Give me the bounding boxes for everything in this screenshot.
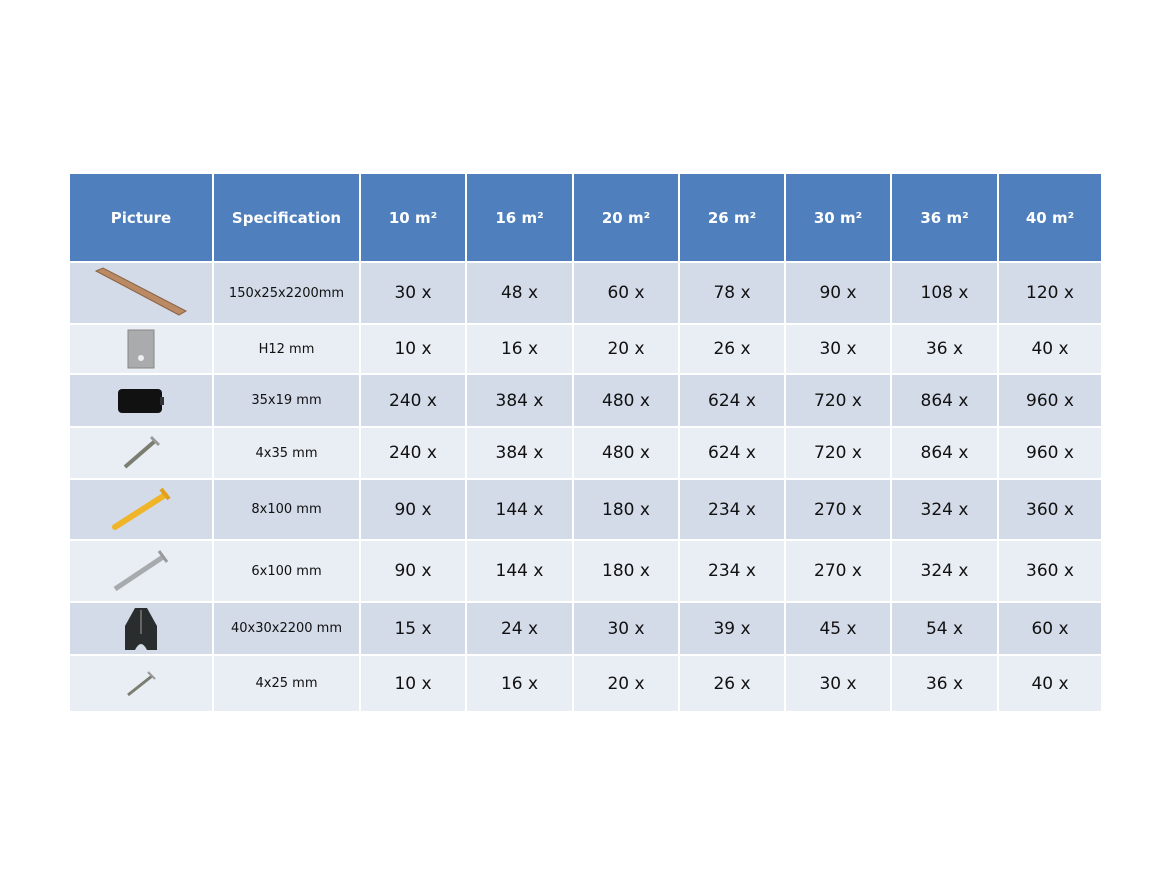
quantity-cell: 360 x <box>999 480 1101 539</box>
column-header: 16 m² <box>467 174 572 261</box>
column-header: 26 m² <box>680 174 784 261</box>
quantity-cell: 240 x <box>361 375 465 426</box>
quantity-cell: 624 x <box>680 428 784 478</box>
column-header: 36 m² <box>892 174 997 261</box>
quantity-cell: 144 x <box>467 480 572 539</box>
specification-cell: 35x19 mm <box>214 375 359 426</box>
quantity-cell: 624 x <box>680 375 784 426</box>
quantity-cell: 15 x <box>361 603 465 654</box>
quantity-cell: 10 x <box>361 656 465 711</box>
column-header: Picture <box>70 174 212 261</box>
quantity-cell: 108 x <box>892 263 997 323</box>
quantity-cell: 234 x <box>680 541 784 601</box>
quantity-cell: 234 x <box>680 480 784 539</box>
quantity-cell: 16 x <box>467 325 572 373</box>
specification-cell: H12 mm <box>214 325 359 373</box>
table-row: 4x35 mm 240 x 384 x 480 x 624 x 720 x 864 x 960… <box>70 428 1101 478</box>
quantity-cell: 24 x <box>467 603 572 654</box>
small-screw-icon <box>70 656 212 711</box>
quantity-cell: 384 x <box>467 428 572 478</box>
quantity-cell: 20 x <box>574 325 678 373</box>
quantity-cell: 60 x <box>574 263 678 323</box>
quantity-cell: 30 x <box>786 656 890 711</box>
quantity-cell: 90 x <box>361 480 465 539</box>
quantity-cell: 36 x <box>892 656 997 711</box>
quantity-cell: 40 x <box>999 656 1101 711</box>
quantity-cell: 960 x <box>999 375 1101 426</box>
quantity-cell: 120 x <box>999 263 1101 323</box>
column-header: 30 m² <box>786 174 890 261</box>
specification-cell: 150x25x2200mm <box>214 263 359 323</box>
quantity-cell: 10 x <box>361 325 465 373</box>
header-row: Picture Specification 10 m² 16 m² 20 m² 26 m²… <box>70 174 1101 261</box>
column-header: 10 m² <box>361 174 465 261</box>
quantity-cell: 240 x <box>361 428 465 478</box>
quantity-cell: 40 x <box>999 325 1101 373</box>
quantity-cell: 480 x <box>574 428 678 478</box>
wall-plug-icon <box>70 480 212 539</box>
quantity-cell: 30 x <box>786 325 890 373</box>
quantity-cell: 270 x <box>786 541 890 601</box>
table-row: 35x19 mm 240 x 384 x 480 x 624 x 720 x 864 x 96… <box>70 375 1101 426</box>
quantity-cell: 180 x <box>574 480 678 539</box>
quantity-cell: 90 x <box>361 541 465 601</box>
quantity-cell: 384 x <box>467 375 572 426</box>
column-header: 40 m² <box>999 174 1101 261</box>
specification-cell: 40x30x2200 mm <box>214 603 359 654</box>
quantity-cell: 180 x <box>574 541 678 601</box>
quantity-cell: 720 x <box>786 375 890 426</box>
quantity-cell: 36 x <box>892 325 997 373</box>
quantity-cell: 39 x <box>680 603 784 654</box>
table-row: 6x100 mm 90 x 144 x 180 x 234 x 270 x 324 x 360… <box>70 541 1101 601</box>
quantity-cell: 78 x <box>680 263 784 323</box>
quantity-cell: 26 x <box>680 325 784 373</box>
materials-table: Picture Specification 10 m² 16 m² 20 m² 26 m²… <box>68 172 1103 713</box>
quantity-cell: 864 x <box>892 428 997 478</box>
quantity-cell: 324 x <box>892 541 997 601</box>
table-row: 4x25 mm 10 x 16 x 20 x 26 x 30 x 36 x 40 x <box>70 656 1101 711</box>
quantity-cell: 960 x <box>999 428 1101 478</box>
quantity-cell: 45 x <box>786 603 890 654</box>
specification-cell: 4x35 mm <box>214 428 359 478</box>
column-header: Specification <box>214 174 359 261</box>
table-row: H12 mm 10 x 16 x 20 x 26 x 30 x 36 x 40 x <box>70 325 1101 373</box>
quantity-cell: 324 x <box>892 480 997 539</box>
quantity-cell: 30 x <box>361 263 465 323</box>
quantity-cell: 54 x <box>892 603 997 654</box>
specification-cell: 4x25 mm <box>214 656 359 711</box>
specification-cell: 8x100 mm <box>214 480 359 539</box>
quantity-cell: 144 x <box>467 541 572 601</box>
plastic-clip-icon <box>70 375 212 426</box>
quantity-cell: 864 x <box>892 375 997 426</box>
quantity-cell: 16 x <box>467 656 572 711</box>
table-row: 150x25x2200mm 30 x 48 x 60 x 78 x 90 x 108 x 12… <box>70 263 1101 323</box>
decking-board-icon <box>70 263 212 323</box>
quantity-cell: 270 x <box>786 480 890 539</box>
quantity-cell: 480 x <box>574 375 678 426</box>
quantity-cell: 360 x <box>999 541 1101 601</box>
specification-cell: 6x100 mm <box>214 541 359 601</box>
long-screw-icon <box>70 541 212 601</box>
quantity-cell: 48 x <box>467 263 572 323</box>
metal-clip-icon <box>70 325 212 373</box>
quantity-cell: 60 x <box>999 603 1101 654</box>
screw-icon <box>70 428 212 478</box>
joist-icon <box>70 603 212 654</box>
quantity-cell: 30 x <box>574 603 678 654</box>
quantity-cell: 720 x <box>786 428 890 478</box>
column-header: 20 m² <box>574 174 678 261</box>
quantity-cell: 20 x <box>574 656 678 711</box>
table-row: 8x100 mm 90 x 144 x 180 x 234 x 270 x 324 x 360… <box>70 480 1101 539</box>
quantity-cell: 90 x <box>786 263 890 323</box>
table-row: 40x30x2200 mm 15 x 24 x 30 x 39 x 45 x 54 x 60 … <box>70 603 1101 654</box>
quantity-cell: 26 x <box>680 656 784 711</box>
